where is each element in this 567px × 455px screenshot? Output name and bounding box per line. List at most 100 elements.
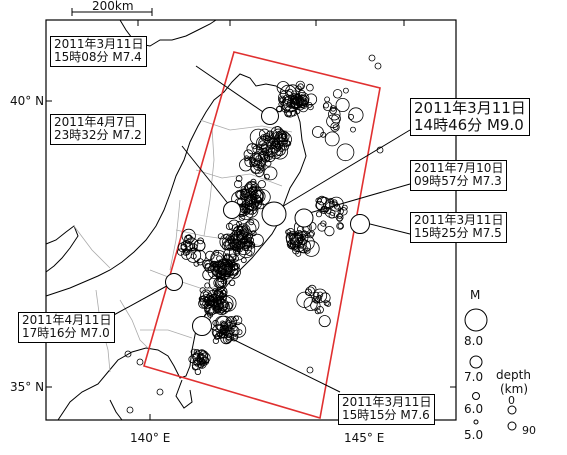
aftershock-circle: [188, 355, 197, 364]
aftershock-circle: [307, 104, 314, 111]
aftershock-circle: [337, 223, 344, 229]
aftershock-circle: [336, 215, 343, 222]
magnitude-legend-symbols: [464, 308, 517, 431]
aftershock-circle: [254, 168, 264, 178]
event-label-m73: 2011年7月10日 09時57分 M7.3: [410, 160, 508, 191]
aftershock-circle: [228, 253, 237, 262]
aftershock-circle: [250, 233, 264, 247]
aftershock-circle: [335, 213, 344, 222]
aftershock-circle: [347, 113, 354, 120]
aftershock-circle: [246, 249, 253, 256]
legend-depth-0: 0: [508, 394, 515, 407]
aftershock-circle: [276, 132, 283, 139]
event-time-magnitude: 17時16分 M7.0: [22, 326, 110, 341]
aftershock-circle: [286, 99, 293, 106]
aftershock-circle: [292, 246, 300, 255]
aftershock-circle: [312, 288, 328, 303]
event-date: 2011年3月11日: [54, 37, 144, 51]
aftershock-circle: [245, 232, 253, 240]
event-time-magnitude: 09時57分 M7.3: [414, 174, 502, 189]
event-circle-m73: [294, 208, 314, 228]
aftershock-circle: [336, 143, 355, 162]
legend-circle-m6: [472, 392, 480, 400]
aftershock-circle: [322, 101, 333, 112]
aftershock-circle: [249, 153, 263, 167]
legend-mag-5: 5.0: [464, 428, 484, 442]
aftershock-circle: [224, 273, 231, 280]
aftershock-circle: [250, 158, 266, 174]
aftershock-circle: [225, 333, 234, 342]
aftershock-circle: [212, 265, 225, 278]
aftershock-circle: [228, 279, 236, 286]
aftershock-circle: [215, 276, 227, 288]
aftershock-circle: [231, 224, 239, 232]
legend-depth-title: depth: [496, 368, 531, 382]
event-date: 2011年7月10日: [414, 161, 504, 175]
aftershock-circle: [336, 212, 343, 219]
legend-depth-0-circle: [507, 405, 517, 415]
boso-coast: [175, 379, 193, 409]
aftershock-circle: [228, 233, 246, 251]
aftershock-circle: [323, 102, 330, 109]
aftershock-circle: [256, 136, 269, 149]
aftershock-circle: [181, 249, 192, 260]
lat-label-35n: 35° N: [10, 380, 45, 394]
aftershock-circle: [313, 291, 320, 298]
aftershock-circle: [245, 182, 253, 189]
aftershock-circle: [248, 241, 255, 248]
event-time-magnitude: 14時46分 M9.0: [414, 115, 524, 134]
izu-coast: [109, 399, 123, 421]
aftershock-circle: [225, 301, 233, 310]
aftershock-circle: [257, 202, 265, 210]
aftershock-circle: [263, 173, 270, 180]
legend-mag-7: 7.0: [464, 370, 484, 384]
leader-line-m70: [111, 281, 175, 317]
aftershock-circle: [289, 235, 307, 253]
aftershock-circle: [193, 349, 201, 356]
aftershock-circle: [216, 291, 223, 297]
event-label-m90: 2011年3月11日 14時46分 M9.0: [410, 98, 530, 136]
aftershock-circle: [297, 90, 306, 99]
aftershock-circle: [193, 249, 207, 263]
event-circle-m74: [261, 107, 279, 125]
aftershock-circle: [329, 106, 337, 115]
aftershock-circle: [254, 189, 271, 206]
aftershock-circle: [202, 269, 214, 281]
aftershock-circle: [124, 350, 132, 358]
leader-line-m73: [305, 183, 411, 215]
main-events: [165, 107, 370, 336]
aftershock-circle: [286, 228, 295, 237]
aftershock-circle: [276, 105, 283, 112]
aftershock-circle: [181, 228, 196, 243]
lon-label-145e: 145° E: [344, 431, 385, 445]
aftershock-circle: [242, 232, 251, 241]
source-region-rectangle: [143, 51, 381, 420]
aftershock-circle: [212, 337, 219, 344]
aftershock-circle: [326, 114, 340, 129]
aftershock-circle: [207, 311, 214, 318]
event-circle-m90: [261, 201, 287, 227]
aftershock-circle: [198, 295, 205, 302]
aftershock-circle: [248, 187, 257, 196]
aftershock-circle: [306, 83, 314, 92]
leader-line-m72: [181, 145, 231, 207]
legend-depth-90: 90: [522, 424, 536, 437]
aftershock-circle: [228, 328, 235, 334]
aftershock-circles: [124, 54, 424, 414]
aftershock-circle: [297, 236, 304, 243]
aftershock-circle: [291, 93, 302, 104]
aftershock-circle: [324, 96, 331, 103]
aftershock-circle: [193, 239, 206, 252]
aftershock-circle: [350, 126, 356, 133]
aftershock-circle: [307, 284, 317, 294]
aftershock-circle: [225, 316, 238, 328]
aftershock-circle: [260, 144, 270, 154]
aftershock-circle: [333, 203, 340, 210]
legend-circle-m7: [469, 355, 483, 369]
leader-line-m90: [279, 129, 411, 209]
aftershock-circle: [328, 212, 335, 219]
scale-bar-label: 200km: [92, 0, 134, 13]
aftershock-circle: [284, 84, 301, 100]
event-circle-m76: [192, 316, 212, 336]
aftershock-circle: [214, 303, 221, 310]
